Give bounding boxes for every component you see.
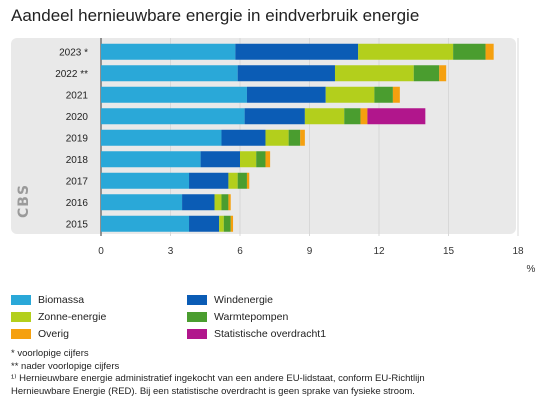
x-tick-label: 3 <box>168 246 174 257</box>
bar-segment <box>367 108 426 125</box>
bar-segment <box>374 86 393 103</box>
bar-segment <box>358 43 454 60</box>
category-labels: 2023 * 2022 ** 2021 2020 2019 2018 2017 2016 201… <box>55 47 88 230</box>
legend-swatch <box>187 312 207 322</box>
chart-title: Aandeel hernieuwbare energie in eindverb… <box>11 6 420 25</box>
x-tick-label: 12 <box>373 246 385 257</box>
bar-segment <box>221 129 266 146</box>
bar-segment <box>288 129 301 146</box>
bar-segment <box>244 108 305 125</box>
bar-segment <box>101 65 238 82</box>
x-tick-labels: 0 3 6 9 12 15 18 <box>98 246 524 257</box>
cbs-logo: CBS <box>16 184 32 218</box>
bar-segment <box>219 215 224 232</box>
bar-segment <box>439 65 447 82</box>
legend-label: Zonne-energie <box>38 311 107 323</box>
category-label: 2017 <box>66 176 89 187</box>
bar-segment <box>230 215 234 232</box>
x-tick-label: 15 <box>443 246 455 257</box>
legend-item: Overig <box>11 328 69 340</box>
bar-segment <box>304 108 345 125</box>
category-label: 2021 <box>66 90 89 101</box>
footnote-statistical-transfer: ¹⁾ Hernieuwbare energie administratief i… <box>11 373 425 384</box>
bar-segment <box>392 86 400 103</box>
legend-swatch <box>187 329 207 339</box>
legend-item: Warmtepompen <box>187 311 288 323</box>
bar-segment <box>237 65 335 82</box>
category-label: 2019 <box>66 133 89 144</box>
bar-segment <box>334 65 414 82</box>
bar-segment <box>237 172 247 189</box>
bar-segment <box>101 215 190 232</box>
bar-segment <box>200 151 240 168</box>
legend-swatch <box>11 329 31 339</box>
bar-segment <box>246 172 250 189</box>
bar-segment <box>256 151 266 168</box>
bar-segment <box>453 43 486 60</box>
bar-segment <box>214 194 222 211</box>
x-tick-label: 6 <box>237 246 243 257</box>
footnote-statistical-transfer-cont: Hernieuwbare Energie (RED). Bij een stat… <box>11 385 415 397</box>
bar-segment <box>101 194 183 211</box>
bar-segment <box>265 129 289 146</box>
legend-swatch <box>11 312 31 322</box>
bar-segment <box>246 86 326 103</box>
bar-segment <box>235 43 359 60</box>
cbs-logo-text: CBS <box>16 184 32 218</box>
bar-segment <box>223 215 231 232</box>
x-tick-label: 9 <box>307 246 313 257</box>
legend-label: Overig <box>38 328 69 340</box>
x-axis-unit: % <box>527 264 536 275</box>
category-label: 2022 ** <box>55 69 88 80</box>
legend-swatch <box>11 295 31 305</box>
bar-segment <box>228 172 238 189</box>
bars <box>101 43 494 232</box>
category-label: 2023 * <box>59 47 88 58</box>
legend-label: Windenergie <box>214 294 273 306</box>
category-label: 2015 <box>66 219 89 230</box>
legend-item: Biomassa <box>11 294 84 306</box>
bar-segment <box>182 194 215 211</box>
bar-segment <box>360 108 368 125</box>
bar-segment <box>344 108 361 125</box>
stacked-bar-chart: 2023 * 2022 ** 2021 2020 2019 2018 2017 2016 201… <box>11 38 536 275</box>
footnote-further-provisional: ** nader voorlopige cijfers <box>11 360 120 372</box>
legend-label: Warmtepompen <box>214 311 289 323</box>
legend-label: Biomassa <box>38 294 85 306</box>
bar-segment <box>265 151 271 168</box>
legend-item: Windenergie <box>187 294 273 306</box>
footnotes: * voorlopige cijfers ** nader voorlopige… <box>11 348 551 398</box>
category-label: 2018 <box>66 155 89 166</box>
bar-segment <box>101 151 201 168</box>
bar-segment <box>101 129 222 146</box>
bar-segment <box>101 86 247 103</box>
bar-segment <box>240 151 257 168</box>
bar-segment <box>189 215 220 232</box>
category-label: 2016 <box>66 198 89 209</box>
bar-segment <box>221 194 229 211</box>
legend-item: Zonne-energie <box>11 311 106 323</box>
legend-item: Statistische overdracht1 <box>187 328 326 340</box>
category-label: 2020 <box>66 112 89 123</box>
legend-label: Statistische overdracht1 <box>214 328 327 340</box>
bar-segment <box>325 86 375 103</box>
x-tick-label: 18 <box>512 246 524 257</box>
bar-segment <box>300 129 305 146</box>
x-tick-label: 0 <box>98 246 104 257</box>
bar-segment <box>101 43 236 60</box>
bar-segment <box>101 172 190 189</box>
bar-segment <box>413 65 440 82</box>
bar-segment <box>189 172 229 189</box>
bar-segment <box>485 43 494 60</box>
bar-segment <box>101 108 245 125</box>
legend-swatch <box>187 295 207 305</box>
footnote-provisional: * voorlopige cijfers <box>11 348 89 359</box>
bar-segment <box>228 194 231 211</box>
